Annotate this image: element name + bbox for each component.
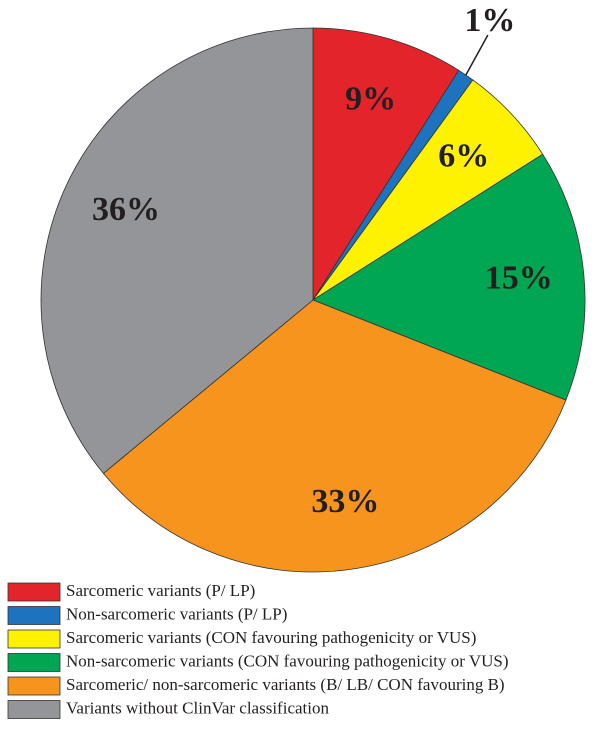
legend-label: Sarcomeric variants (CON favouring patho… [66,628,476,647]
legend-swatch [7,582,61,602]
data-label: 6% [438,137,489,174]
pie-slice [40,27,314,474]
legend-label: Non-sarcomeric variants (CON favouring p… [66,651,509,670]
legend-swatch [7,653,61,672]
legend-swatch [7,629,61,649]
leader-line [465,34,489,76]
legend-swatch [7,606,61,625]
pie-slice [102,299,567,573]
data-label: 33% [311,483,379,520]
legend-label: Non-sarcomeric variants (P/ LP) [66,604,287,623]
legend-label: Variants without ClinVar classification [66,698,329,717]
legend-swatch [7,676,61,696]
legend-swatch [7,700,61,719]
pie-slice [312,27,460,302]
data-label: 15% [485,259,553,296]
legend-label: Sarcomeric variants (P/ LP) [66,581,255,600]
data-label: 9% [345,80,396,117]
data-label: 1% [464,2,515,39]
legend-label: Sarcomeric/ non-sarcomeric variants (B/ … [66,675,505,694]
data-label: 36% [92,191,160,228]
pie-slice [312,153,586,401]
